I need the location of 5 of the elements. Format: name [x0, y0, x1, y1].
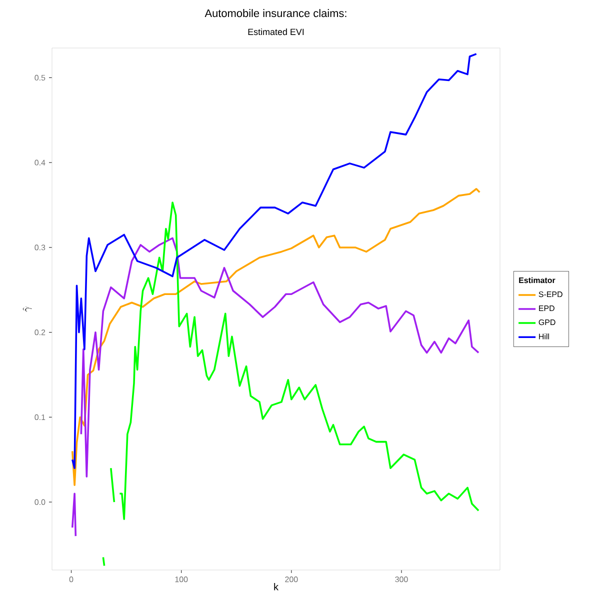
y-axis-title: $\hat{\gamma}$	[22, 306, 32, 312]
chart-subtitle: Estimated EVI	[248, 28, 304, 36]
x-axis-title: k	[274, 583, 279, 590]
chart-title: Automobile insurance claims:	[204, 9, 346, 18]
line-series	[71, 53, 478, 470]
